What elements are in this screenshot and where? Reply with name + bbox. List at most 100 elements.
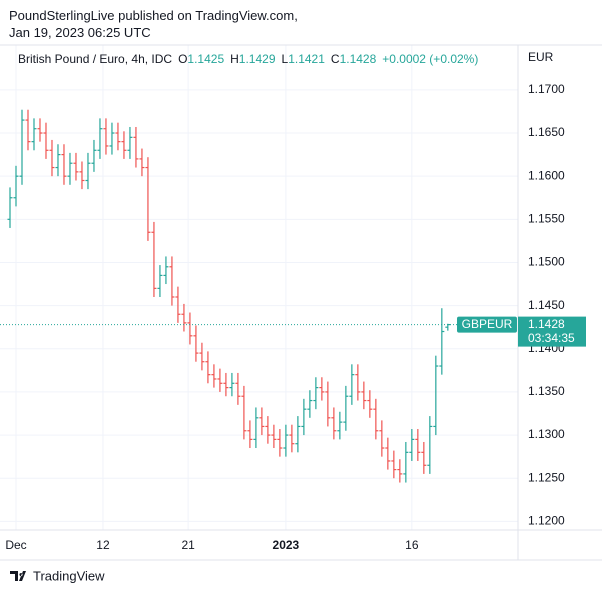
legend-item: L [282,52,289,66]
ohlc-bar [25,109,31,151]
ohlc-bar [13,165,19,207]
ohlc-bar [403,441,409,483]
ohlc-bar [421,441,427,474]
legend-item: 1.1425 [187,52,224,66]
ohlc-bar [283,424,289,457]
publisher: PoundSterlingLive published on TradingVi… [9,8,298,23]
ohlc-bar [205,351,211,384]
ohlc-bar [151,221,157,297]
ohlc-bar [169,256,175,306]
currency: EUR [528,50,554,64]
ohlc-bar [313,377,319,410]
ohlc-bar [175,286,181,323]
ohlc-bar [73,152,79,181]
ohlc-bar [115,122,121,151]
ohlc-bar [61,144,67,185]
x-tick-label: 21 [181,538,195,552]
symbol-legend: British Pound / Euro, 4h, IDC O1.1425 H1.1… [18,52,478,66]
grid [0,45,518,530]
price-tag-value: 1.1428 [528,317,565,331]
y-tick-label: 1.1550 [528,211,565,225]
ohlc-bar [157,265,163,297]
ohlc-bar [247,420,253,449]
ohlc-bar [37,118,43,142]
countdown: 03:34:35 [528,331,575,345]
price-tag [518,316,586,347]
ohlc-bar [223,372,229,397]
brand: TradingView [33,568,105,583]
ohlc-bar [181,303,187,332]
y-tick-label: 1.1350 [528,384,565,398]
ohlc-bar [259,407,265,436]
y-tick-label: 1.1450 [528,298,565,312]
ohlc-bar [349,364,355,405]
ohlc-bar [397,459,403,483]
legend-item: 1.1428 [340,52,377,66]
legend-item: +0.0002 (+0.02%) [382,52,478,66]
ohlc-bar [199,342,205,371]
ohlc-bar [217,368,223,392]
ticker-label: GBPEUR [462,317,513,331]
ohlc-bar [103,118,109,155]
ohlc-bar [343,385,349,431]
legend-item: 1.1429 [239,52,276,66]
ohlc-bar [253,407,259,449]
y-tick-label: 1.1300 [528,427,565,441]
ohlc-bar [361,381,367,410]
ohlc-bar [43,122,49,159]
ohlc-bar [355,364,361,401]
ohlc-bar [139,148,145,177]
ohlc-bar [433,355,439,436]
ohlc-bar [235,372,241,405]
ohlc-bar [241,385,247,440]
ohlc-bar [325,381,331,427]
ohlc-bar [319,377,325,401]
ohlc-bar [385,437,391,470]
legend-item: H [230,52,239,66]
ohlc-bar [211,364,217,388]
ohlc-bar [187,312,193,345]
ohlc-bar [91,139,97,172]
ohlc-bar [133,126,139,168]
ohlc-bar [331,407,337,440]
ohlc-bar [337,411,343,440]
ohlc-bar [97,118,103,159]
ohlc-bar [31,118,37,151]
ohlc-bar [49,139,55,177]
ohlc-bar [79,161,85,190]
ohlc-bar [55,144,61,177]
ohlc-bar [127,126,133,159]
y-tick-label: 1.1250 [528,470,565,484]
ohlc-bar [265,416,271,444]
ohlc-bar [277,429,283,457]
ohlc-bar [7,187,13,228]
ohlc-bar [409,429,415,461]
y-tick-label: 1.1600 [528,168,565,182]
ohlc-bar [271,424,277,449]
ohlc-bar [295,416,301,453]
y-tick-label: 1.1200 [528,514,565,528]
ohlc-bar [379,420,385,457]
legend-item: O [178,52,187,66]
ohlc-bar [439,308,445,375]
ohlc-bar [163,256,169,285]
y-tick-label: 1.1500 [528,255,565,269]
legend-item: 1.1421 [288,52,325,66]
y-tick-label: 1.1700 [528,82,565,96]
ohlc-bar [301,398,307,436]
ohlc-bar [109,122,115,155]
ohlc-bar [193,325,199,362]
x-tick-label: Dec [5,538,26,552]
ohlc-bar [427,416,433,474]
x-tick-label: 12 [96,538,110,552]
ohlc-bar [19,109,25,185]
ohlc-bar [121,131,127,159]
legend-item: British Pound / Euro, 4h, IDC [18,52,172,66]
ohlc-bar [67,152,73,185]
x-tick-label: 2023 [273,538,300,552]
ohlc-bar [391,450,397,479]
tradingview-logo [10,571,26,581]
ohlc-bar [307,390,313,418]
legend-item: C [331,52,340,66]
